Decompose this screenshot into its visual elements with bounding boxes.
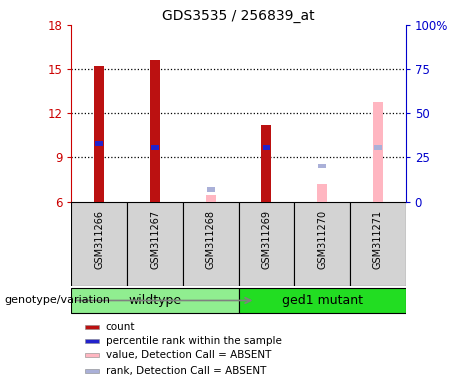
Text: GSM311268: GSM311268 [206,210,216,269]
Bar [238,288,406,313]
Text: count: count [106,322,135,332]
Bar [85,369,99,373]
Bar [95,66,104,202]
Bar [85,325,99,329]
Bar [262,146,270,150]
Bar [207,187,215,192]
Bar [150,60,160,202]
Bar [261,125,272,202]
Bar [294,202,350,286]
Text: wildtype: wildtype [129,294,182,307]
Text: ged1 mutant: ged1 mutant [282,294,363,307]
Bar [206,195,216,202]
Bar [85,339,99,343]
Bar [183,202,238,286]
Bar [127,202,183,286]
Bar [373,101,383,202]
Bar [317,184,327,202]
Text: GSM311267: GSM311267 [150,210,160,269]
Text: genotype/variation: genotype/variation [5,295,111,306]
Text: GSM311269: GSM311269 [261,210,272,269]
Bar [85,353,99,357]
Bar [350,202,406,286]
Text: GSM311266: GSM311266 [95,210,104,269]
Text: percentile rank within the sample: percentile rank within the sample [106,336,281,346]
Bar [318,164,326,169]
Bar [71,288,239,313]
Bar [238,202,294,286]
Text: value, Detection Call = ABSENT: value, Detection Call = ABSENT [106,350,271,360]
Bar [71,202,127,286]
Title: GDS3535 / 256839_at: GDS3535 / 256839_at [162,8,315,23]
Bar [374,146,382,150]
Bar [95,141,103,146]
Text: GSM311270: GSM311270 [317,210,327,269]
Bar [151,146,159,150]
Text: rank, Detection Call = ABSENT: rank, Detection Call = ABSENT [106,366,266,376]
Text: GSM311271: GSM311271 [373,210,383,269]
